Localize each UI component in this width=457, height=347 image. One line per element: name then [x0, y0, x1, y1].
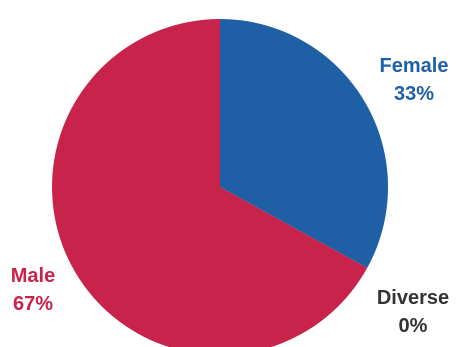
slice-label-diverse: Diverse 0% [370, 284, 456, 340]
slice-value-diverse: 0% [398, 315, 428, 337]
slice-name-diverse: Diverse [376, 287, 450, 309]
pie-slice-male [52, 19, 368, 347]
pie-slice-female [220, 19, 389, 268]
pie-slices [52, 19, 389, 347]
slice-value-male: 67% [12, 293, 54, 315]
slice-name-male: Male [10, 265, 56, 287]
slice-label-female: Female 33% [372, 52, 456, 108]
slice-value-female: 33% [393, 83, 435, 105]
slice-name-female: Female [379, 55, 449, 77]
slice-label-male: Male 67% [2, 262, 64, 318]
